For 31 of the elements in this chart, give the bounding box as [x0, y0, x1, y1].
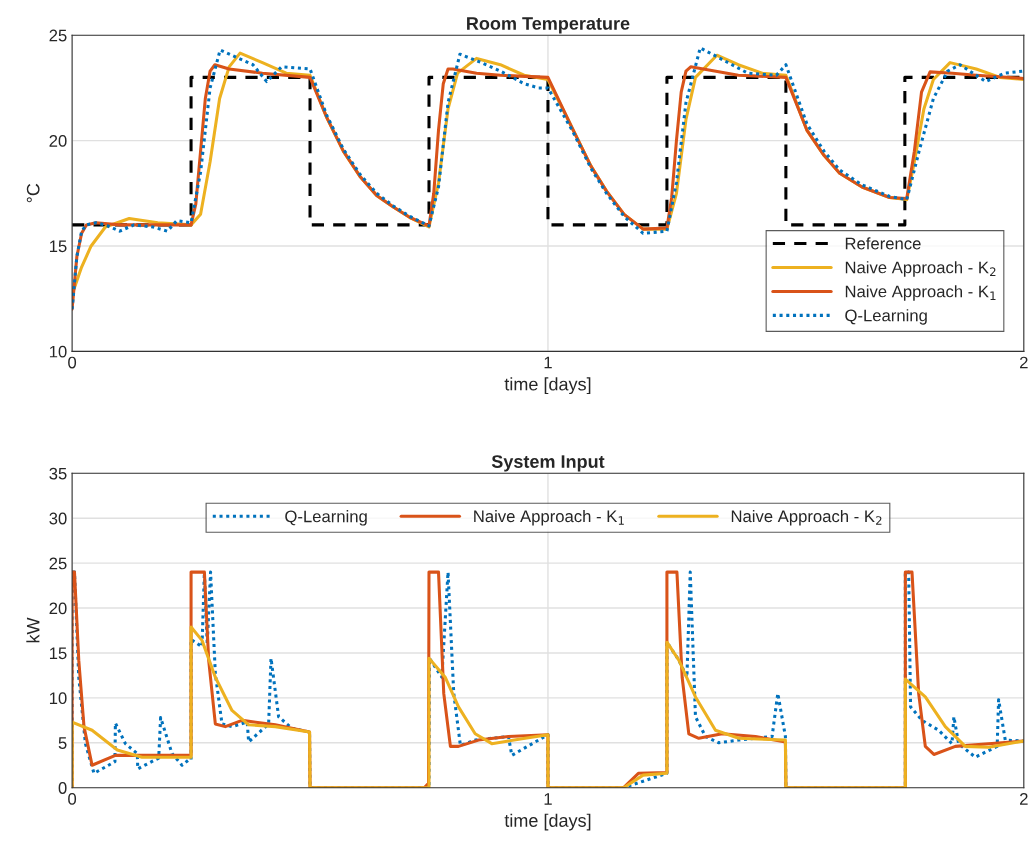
y-tick-label: 15: [49, 240, 67, 253]
y-tick-label: 10: [49, 692, 67, 705]
x-axis-title: time [days]: [504, 377, 591, 395]
y-axis-title: kW: [26, 617, 40, 643]
legend-label: Naive Approach - K$_{2}$: [845, 261, 996, 277]
legend-label: Naive Approach - K$_{2}$: [731, 509, 882, 526]
y-axis-title: °C: [26, 183, 40, 203]
y-tick-label: 25: [49, 557, 67, 570]
y-tick-label: 35: [49, 467, 67, 480]
x-tick-label: 1: [544, 793, 552, 805]
legend-label: Reference: [845, 237, 921, 250]
x-axis-title: time [days]: [504, 813, 591, 831]
x-tick-label: 0: [68, 793, 77, 805]
x-tick-label: 1: [544, 356, 552, 369]
y-tick-label: 5: [58, 737, 67, 749]
legend-label: Q-Learning: [845, 309, 927, 325]
chart-title: Room Temperature: [467, 17, 630, 34]
x-tick-label: 0: [68, 356, 77, 369]
y-tick-label: 10: [49, 345, 67, 358]
chart-title: System Input: [491, 455, 605, 472]
y-tick-label: 20: [49, 134, 67, 147]
x-tick-label: 2: [1020, 356, 1028, 369]
legend-label: Q-Learning: [285, 510, 367, 526]
y-tick-label: 30: [49, 512, 67, 525]
legend-label: Naive Approach - K$_{1}$: [845, 285, 996, 301]
y-tick-label: 15: [49, 647, 67, 660]
y-tick-label: 0: [58, 782, 67, 794]
x-tick-label: 2: [1020, 793, 1028, 805]
legend-label: Naive Approach - K$_{1}$: [474, 509, 624, 526]
y-tick-label: 20: [49, 602, 67, 615]
y-tick-label: 25: [49, 29, 67, 42]
